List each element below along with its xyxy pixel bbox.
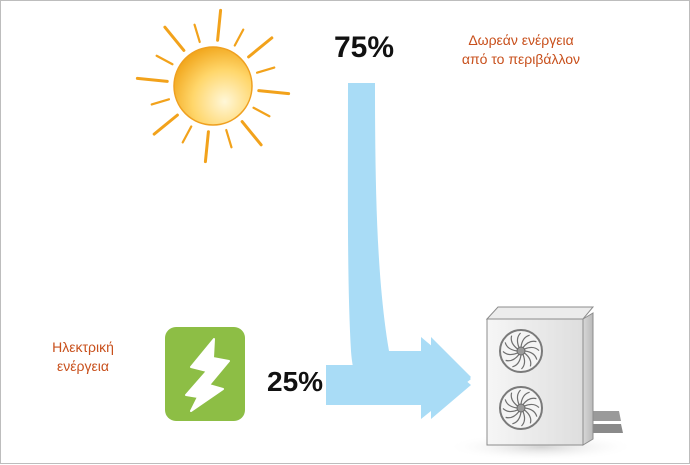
sun-ray <box>163 25 186 52</box>
sun-ray <box>135 76 169 83</box>
sun-ray <box>225 128 233 149</box>
sun-ray <box>233 28 245 47</box>
sun-ray <box>257 89 291 96</box>
electric-energy-percent: 25% <box>267 366 324 397</box>
electric-energy-caption: Ηλεκτρική ενέργεια <box>23 338 143 376</box>
sun-ray <box>240 120 263 147</box>
sun-ray <box>193 23 201 44</box>
sun-ray <box>252 106 271 118</box>
electric-energy-caption-line2: ενέργεια <box>57 358 109 374</box>
fan-icon <box>499 329 543 373</box>
sun-ray <box>255 66 276 74</box>
free-energy-percent: 75% <box>334 31 395 64</box>
free-energy-caption: Δωρεάν ενέργεια από το περιβάλλον <box>421 31 621 69</box>
sun-ray <box>203 130 210 164</box>
sun-ray <box>152 113 179 136</box>
sun-icon <box>135 8 291 164</box>
sun-ray <box>247 36 274 59</box>
sun-ray <box>216 8 223 42</box>
sun-ray <box>155 54 174 66</box>
heat-pump-unit-icon <box>446 306 636 461</box>
fan-icon <box>499 386 543 430</box>
free-energy-arrow <box>347 83 471 417</box>
sun-ray <box>150 98 171 106</box>
electric-energy-caption-line1: Ηλεκτρική <box>52 339 114 355</box>
free-energy-caption-line2: από το περιβάλλον <box>461 51 581 67</box>
free-energy-caption-line1: Δωρεάν ενέργεια <box>468 32 574 48</box>
lightning-bolt-icon <box>165 327 245 421</box>
sun-ray <box>181 125 193 144</box>
